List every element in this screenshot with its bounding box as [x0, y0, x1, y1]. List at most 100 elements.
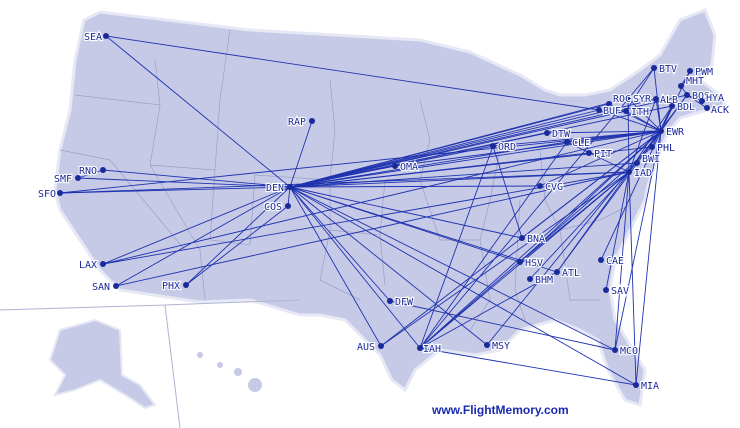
airport-sav[interactable]: SAV — [603, 285, 630, 298]
airport-dot — [309, 118, 315, 124]
airport-pwm[interactable]: PWM — [687, 66, 714, 79]
airport-dot — [285, 203, 291, 209]
airport-hya[interactable]: HYA — [699, 92, 725, 105]
route-den-lax — [102, 186, 291, 265]
airport-pit[interactable]: PIT — [586, 148, 613, 161]
airport-mht[interactable]: MHT — [678, 75, 705, 89]
airport-roc[interactable]: ROC — [606, 93, 632, 107]
airport-dot — [603, 287, 609, 293]
airport-san[interactable]: SAN — [91, 281, 119, 294]
airport-dot — [649, 144, 655, 150]
airport-dot — [669, 103, 675, 109]
airport-ord[interactable]: ORD — [490, 141, 517, 154]
airport-rno[interactable]: RNO — [78, 165, 106, 178]
airport-label: EWR — [666, 127, 685, 138]
airport-mia[interactable]: MIA — [633, 380, 660, 393]
airport-iah[interactable]: IAH — [417, 343, 442, 356]
airport-sea[interactable]: SEA — [83, 31, 109, 44]
airport-hsv[interactable]: HSV — [517, 257, 544, 270]
site-link[interactable]: www.FlightMemory.com — [432, 403, 569, 417]
airport-label: MIA — [641, 381, 659, 392]
route-iah-mia — [419, 347, 637, 386]
route-cle-iad — [566, 141, 630, 173]
airport-cle[interactable]: CLE — [564, 137, 591, 150]
airport-dot — [287, 184, 293, 190]
routes — [59, 35, 708, 386]
route-den-phx — [185, 186, 291, 286]
airport-bhm[interactable]: BHM — [527, 274, 554, 287]
airport-dot — [606, 101, 612, 107]
airport-label: IAH — [423, 344, 441, 355]
airport-label: RNO — [79, 166, 97, 177]
airport-dtw[interactable]: DTW — [544, 128, 572, 141]
airport-cvg[interactable]: CVG — [537, 181, 564, 194]
airport-bdl[interactable]: BDL — [669, 101, 696, 114]
airport-ewr[interactable]: EWR — [658, 126, 686, 139]
route-den-alb — [289, 98, 657, 188]
airport-bos[interactable]: BOS — [684, 90, 711, 103]
route-dtw-ewr — [546, 130, 662, 134]
airport-smf[interactable]: SMF — [53, 173, 81, 186]
airport-msy[interactable]: MSY — [484, 340, 511, 353]
route-sfo-iad — [59, 171, 630, 194]
airport-lax[interactable]: LAX — [78, 259, 106, 272]
airport-cos[interactable]: COS — [263, 201, 291, 214]
airport-dot — [623, 108, 629, 114]
airport-label: BTV — [659, 64, 677, 75]
route-den-roc — [289, 103, 610, 188]
route-oma-ewr — [394, 130, 662, 167]
airport-label: SAV — [611, 286, 629, 297]
airport-ack[interactable]: ACK — [704, 104, 730, 117]
route-cae-ewr — [600, 130, 662, 261]
airport-label: SYR — [633, 94, 652, 105]
airport-label: DEN — [266, 183, 284, 194]
airport-btv[interactable]: BTV — [651, 63, 678, 76]
route-mco-iad — [614, 171, 630, 351]
airport-dot — [417, 345, 423, 351]
airport-bwi[interactable]: BWI — [634, 153, 661, 166]
airport-label: BDL — [677, 102, 695, 113]
airport-label: ATL — [562, 268, 580, 279]
airport-label: PHX — [162, 281, 180, 292]
airport-dot — [625, 95, 631, 101]
airport-label: HSV — [525, 258, 543, 269]
airport-phl[interactable]: PHL — [649, 142, 676, 155]
land — [0, 8, 728, 428]
airport-bna[interactable]: BNA — [519, 233, 546, 246]
alaska — [48, 318, 157, 410]
airport-aus[interactable]: AUS — [356, 341, 384, 354]
airport-label: SAN — [92, 282, 110, 293]
airport-atl[interactable]: ATL — [554, 267, 581, 280]
airport-ith[interactable]: ITH — [623, 106, 650, 119]
route-den-atl — [289, 186, 558, 273]
airport-alb[interactable]: ALB — [653, 94, 679, 107]
route-den-san — [115, 186, 291, 287]
airport-phx[interactable]: PHX — [161, 280, 189, 293]
airport-oma[interactable]: OMA — [392, 161, 419, 174]
route-atl-iad — [556, 171, 630, 273]
airport-dot — [634, 160, 640, 166]
route-iah-ewr — [419, 130, 662, 349]
airport-label: DTW — [552, 129, 571, 140]
airport-dfw[interactable]: DFW — [387, 296, 415, 309]
airport-syr[interactable]: SYR — [625, 93, 653, 106]
airport-label: RAP — [288, 117, 306, 128]
airport-dot — [653, 96, 659, 102]
airport-iad[interactable]: IAD — [626, 167, 653, 180]
airport-label: ITH — [631, 107, 649, 118]
route-sfo-ewr — [59, 130, 662, 194]
airport-mco[interactable]: MCO — [612, 345, 639, 358]
airport-buf[interactable]: BUF — [596, 105, 622, 118]
airport-rap[interactable]: RAP — [287, 116, 315, 129]
route-mco-dfw — [389, 300, 616, 351]
airport-sfo[interactable]: SFO — [37, 188, 63, 201]
airport-dot — [57, 190, 63, 196]
airport-den[interactable]: DEN — [265, 182, 293, 195]
contiguous-us — [53, 8, 728, 407]
airport-label: SEA — [84, 32, 102, 43]
airport-dot — [678, 83, 684, 89]
airport-cae[interactable]: CAE — [598, 255, 625, 268]
route-ewr-buf — [598, 109, 662, 132]
airport-dot — [684, 92, 690, 98]
